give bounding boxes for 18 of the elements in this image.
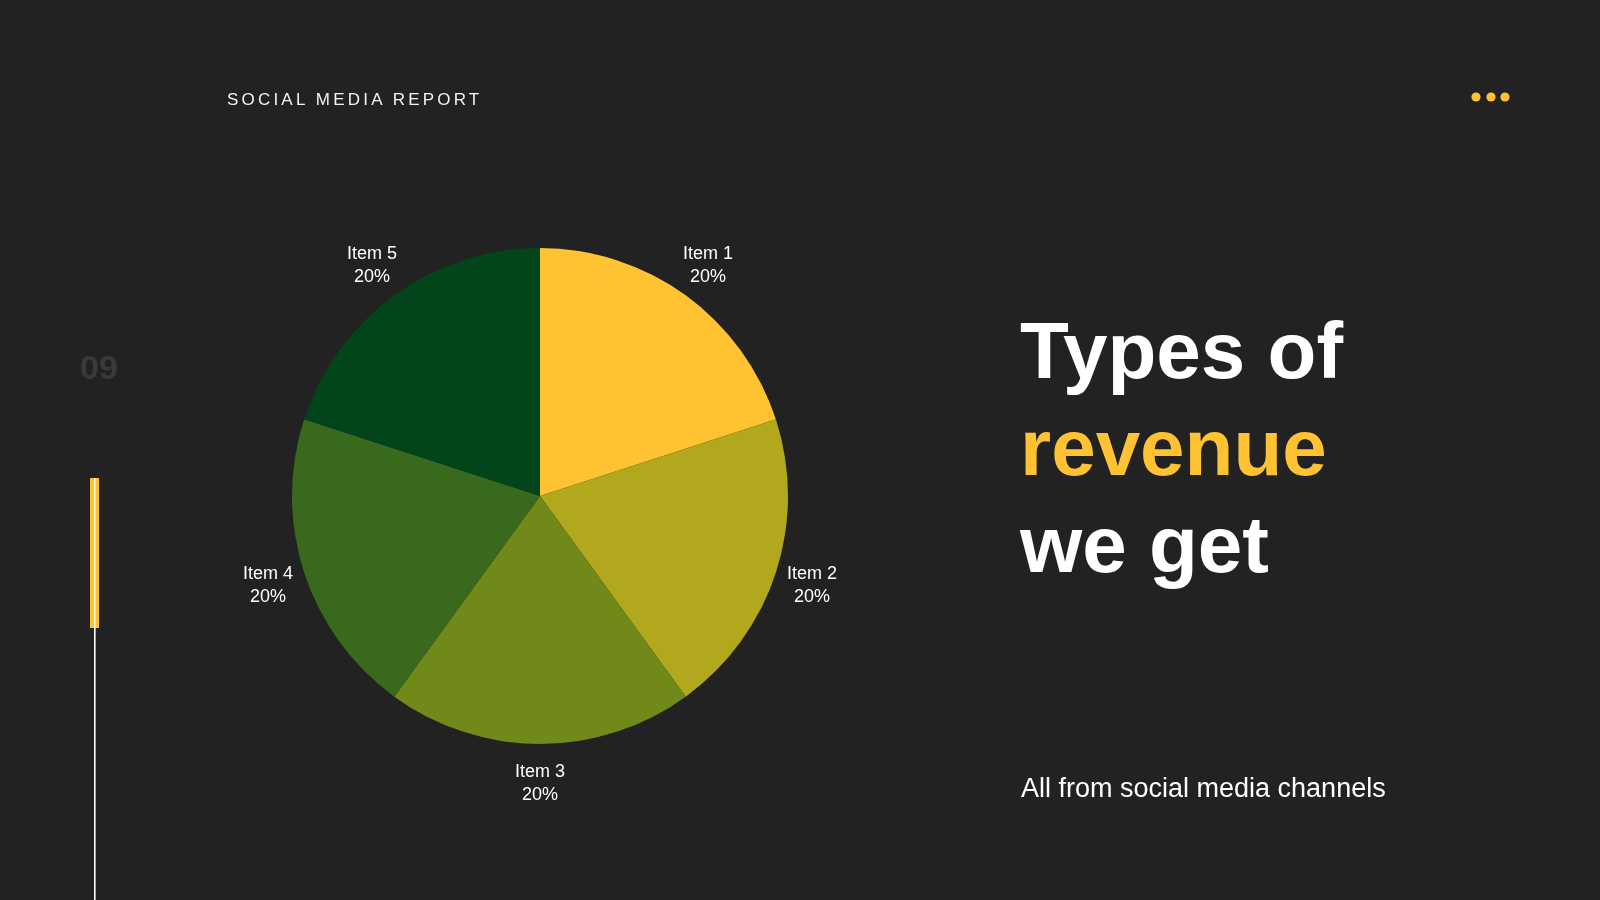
data-label: 20% (521, 783, 559, 804)
slice-label: Item 2 (786, 562, 838, 583)
text: Types of revenue we get (1019, 306, 1344, 589)
pie-slice (540, 419, 788, 697)
pie-slice (394, 496, 686, 744)
slice-label: Item 4 (242, 562, 294, 583)
data-label: 20% (249, 585, 287, 606)
data-label: 20% (690, 266, 727, 287)
slice-label: Item 1 (683, 243, 734, 264)
slice-label: Item 5 (346, 243, 397, 264)
pie-slice (304, 248, 540, 496)
text: All from social media channels (1021, 773, 1386, 803)
chart-subtitle: SOCIAL MEDIA REPORT (227, 90, 483, 109)
data-label: 20% (353, 266, 390, 287)
slice-label: Item 3 (514, 760, 566, 781)
pie-slice (292, 419, 540, 697)
pie-slice (540, 248, 776, 496)
data-label: 20% (793, 585, 831, 606)
